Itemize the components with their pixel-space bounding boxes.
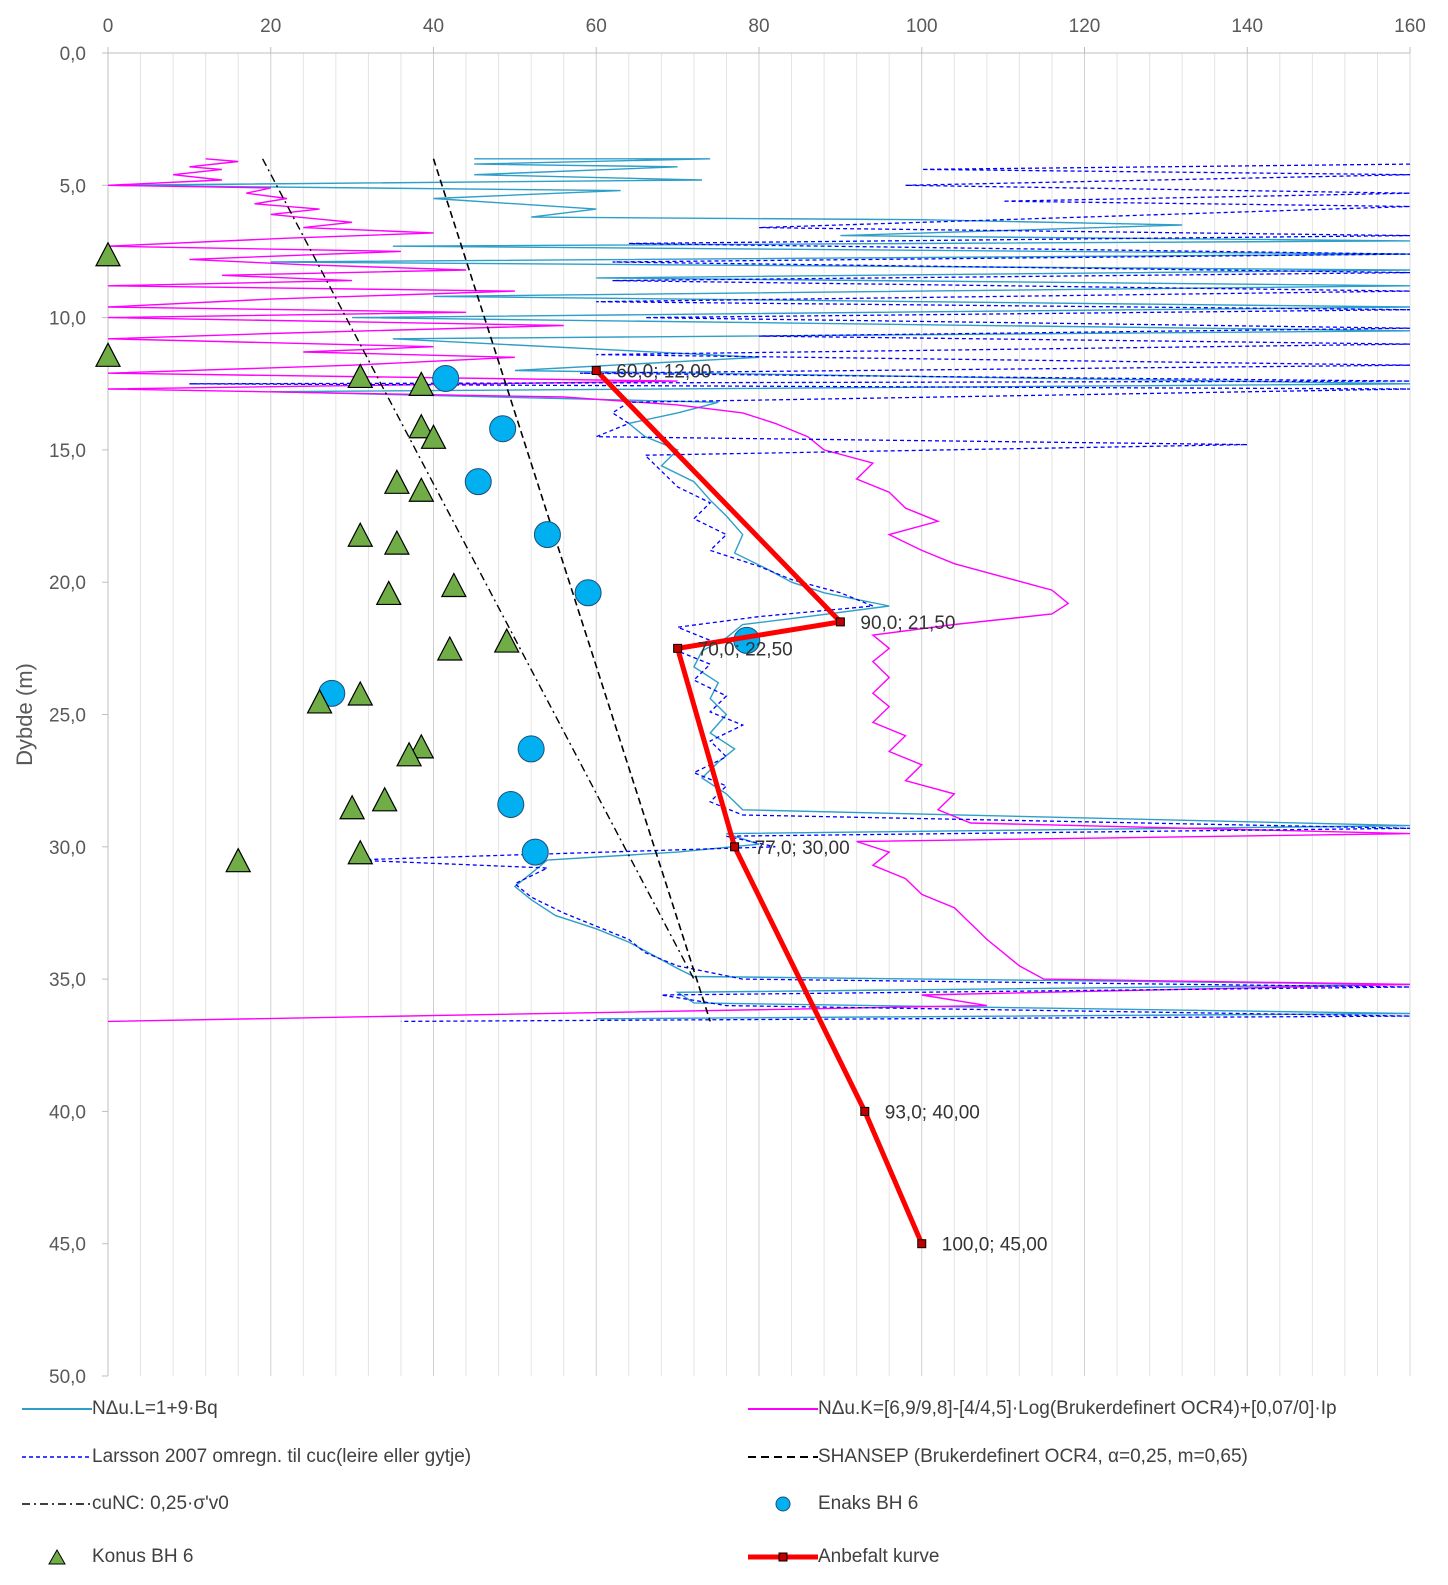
konus-point <box>383 469 410 494</box>
konus-point <box>347 680 374 706</box>
x-tick-label: 120 <box>1069 16 1101 37</box>
legend-line-dashed-icon <box>748 1456 818 1458</box>
y-tick-label: 30,0 <box>49 838 86 859</box>
legend-label-nk: NΔu.K=[6,9/9,8]-[4/4,5]·Log(Brukerdefine… <box>818 1398 1337 1419</box>
konus-point <box>347 363 374 389</box>
konus-point <box>306 688 333 714</box>
legend-item-nk: NΔu.K=[6,9/9,8]-[4/4,5]·Log(Brukerdefine… <box>748 1397 1337 1421</box>
konus-point <box>408 733 435 759</box>
y-tick-label: 25,0 <box>49 706 86 727</box>
enaks-point <box>517 735 545 763</box>
enaks-point <box>497 790 525 818</box>
konus-point <box>408 371 435 396</box>
konus-point <box>408 476 435 502</box>
legend-line-dashdot-icon <box>22 1503 92 1505</box>
konus-point <box>95 341 121 367</box>
legend-line-solid-icon <box>748 1408 818 1410</box>
konus-point <box>95 241 121 267</box>
konus-point <box>436 635 463 661</box>
x-tick-label: 0 <box>103 16 114 37</box>
legend-item-konus: Konus BH 6 <box>22 1545 193 1569</box>
konus-point <box>420 424 447 449</box>
konus-point <box>347 839 374 865</box>
legend-label-anbefalt: Anbefalt kurve <box>818 1546 940 1567</box>
enaks-point <box>464 468 492 496</box>
enaks-point <box>533 521 561 549</box>
plot-area <box>108 158 1410 1023</box>
legend-label-enaks: Enaks BH 6 <box>818 1493 919 1514</box>
legend-item-shansep: SHANSEP (Brukerdefinert OCR4, α=0,25, m=… <box>748 1445 1248 1469</box>
y-tick-label: 20,0 <box>49 573 86 594</box>
anbefalt-data-label: 90,0; 21,50 <box>860 613 955 634</box>
legend-line-solid-icon <box>22 1408 92 1410</box>
y-tick-label: 5,0 <box>60 176 86 197</box>
konus-point <box>396 741 423 767</box>
legend-item-larsson: Larsson 2007 omregn. til cuc(leire eller… <box>22 1445 471 1469</box>
anbefalt-point <box>673 643 683 653</box>
y-tick-label: 45,0 <box>49 1235 86 1256</box>
konus-point <box>408 413 435 439</box>
enaks-point <box>521 838 549 866</box>
y-tick-label: 10,0 <box>49 309 86 330</box>
y-axis-title: Dybde (m) <box>12 663 37 766</box>
anbefalt-point <box>730 842 740 852</box>
x-tick-label: 160 <box>1394 16 1426 37</box>
x-tick-label: 80 <box>748 16 769 37</box>
series-dashdot-4-line <box>261 158 695 980</box>
konus-point <box>440 572 467 598</box>
x-tick-label: 60 <box>586 16 607 37</box>
series-solid-0-line <box>108 158 1410 1020</box>
series-dashed-3-line <box>432 158 711 1022</box>
anbefalt-point <box>860 1106 870 1116</box>
konus-point <box>339 794 366 820</box>
anbefalt-data-label: 93,0; 40,00 <box>885 1102 980 1123</box>
anbefalt-data-label: 77,0; 30,00 <box>755 838 850 859</box>
konus-point <box>493 627 520 653</box>
legend-item-cunc: cuNC: 0,25·σ'v0 <box>22 1492 229 1516</box>
legend-label-shansep: SHANSEP (Brukerdefinert OCR4, α=0,25, m=… <box>818 1446 1248 1467</box>
enaks-point <box>489 415 517 443</box>
enaks-point <box>432 364 460 392</box>
y-tick-label: 0,0 <box>60 44 86 65</box>
konus-point <box>371 786 398 812</box>
legend-line-dashed-icon <box>22 1456 92 1458</box>
x-tick-label: 140 <box>1231 16 1263 37</box>
x-tick-label: 20 <box>260 16 281 37</box>
anbefalt-data-label: 60,0; 12,00 <box>616 362 711 383</box>
anbefalt-kurve-line <box>594 368 925 1245</box>
anbefalt-point <box>917 1239 927 1249</box>
legend-thick-line-icon <box>748 1552 818 1562</box>
legend-label-konus: Konus BH 6 <box>92 1546 194 1567</box>
legend-label-nl: NΔu.L=1+9·Bq <box>92 1398 218 1419</box>
legend-item-nl: NΔu.L=1+9·Bq <box>22 1397 218 1421</box>
legend-item-anbefalt: Anbefalt kurve <box>748 1545 939 1569</box>
y-tick-label: 40,0 <box>49 1102 86 1123</box>
y-tick-label: 50,0 <box>49 1367 86 1388</box>
anbefalt-data-label: 70,0; 22,50 <box>698 639 793 660</box>
konus-point <box>225 847 252 873</box>
x-tick-label: 100 <box>906 16 938 37</box>
anbefalt-point <box>835 617 845 627</box>
enaks-point <box>574 579 602 607</box>
konus-point <box>383 529 410 555</box>
y-tick-label: 15,0 <box>49 441 86 462</box>
legend-item-enaks: Enaks BH 6 <box>748 1492 918 1516</box>
series-dashed-2-line <box>189 163 1410 1023</box>
anbefalt-data-label: 100,0; 45,00 <box>942 1235 1048 1256</box>
legend-circle-marker-icon <box>775 1496 791 1512</box>
konus-point <box>375 580 402 606</box>
series-solid-1-line <box>108 158 1410 1023</box>
legend-label-cunc: cuNC: 0,25·σ'v0 <box>92 1493 229 1514</box>
x-tick-label: 40 <box>423 16 444 37</box>
legend-triangle-marker-icon <box>48 1548 66 1565</box>
legend-label-larsson: Larsson 2007 omregn. til cuc(leire eller… <box>92 1446 472 1467</box>
konus-point <box>347 521 374 547</box>
anbefalt-point <box>591 366 601 376</box>
y-tick-label: 35,0 <box>49 970 86 991</box>
